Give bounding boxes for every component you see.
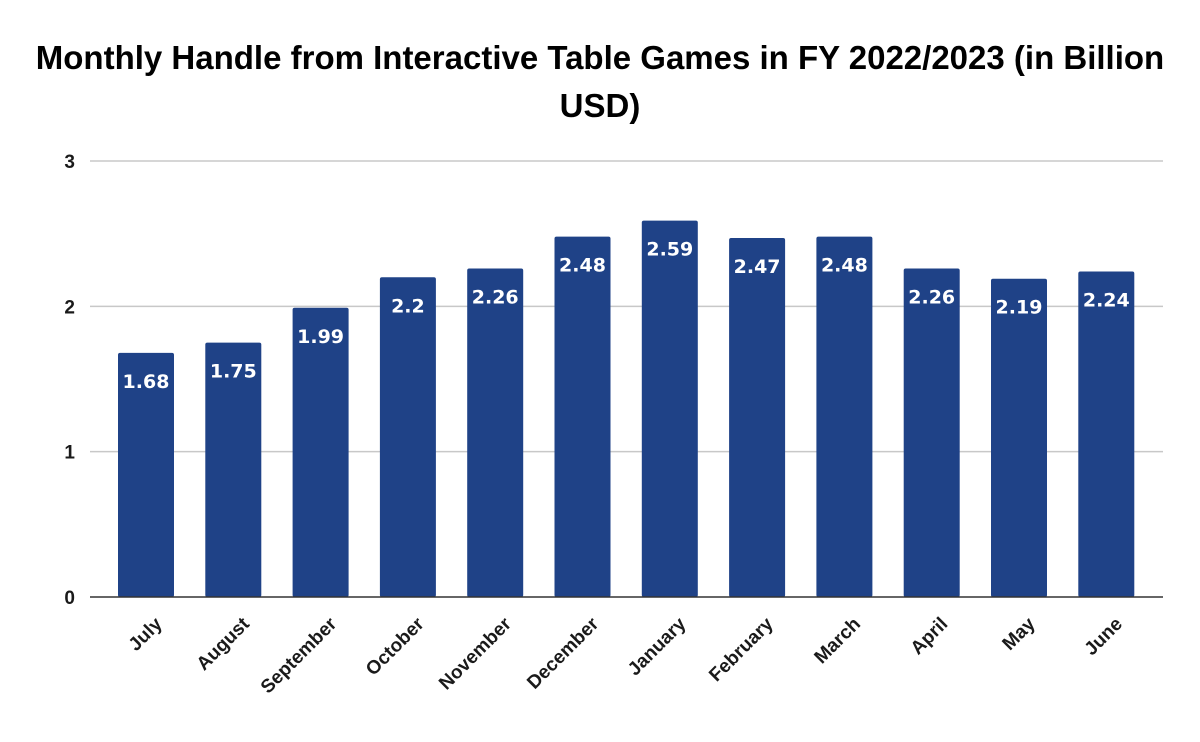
data-label: 2.26 — [908, 287, 955, 309]
bar-april — [903, 268, 960, 597]
y-tick-label: 0 — [64, 588, 75, 609]
x-tick-label: May — [999, 613, 1040, 654]
x-tick-label: March — [811, 614, 865, 668]
data-label: 2.59 — [646, 239, 693, 261]
x-tick-label: September — [257, 613, 342, 698]
bars — [118, 220, 1135, 597]
bar-december — [554, 236, 611, 597]
bar-march — [816, 236, 873, 597]
y-tick-label: 1 — [64, 443, 75, 464]
data-label: 1.75 — [210, 361, 257, 383]
data-label: 2.19 — [996, 297, 1043, 319]
y-tick-label: 2 — [64, 297, 75, 318]
data-label: 2.2 — [391, 295, 425, 317]
bar-october — [379, 277, 436, 597]
data-label: 2.26 — [472, 287, 519, 309]
data-label: 1.68 — [123, 371, 170, 393]
data-labels: 1.68 1.75 1.99 2.2 2.26 2.48 2.59 2.47 2.48 2.26 2… — [123, 239, 1130, 393]
bar-november — [467, 268, 524, 597]
bar-june — [1078, 271, 1135, 597]
data-label: 1.99 — [297, 326, 344, 348]
bar-february — [729, 238, 786, 597]
x-tick-label: August — [193, 613, 255, 675]
x-axis-ticks: July August September October November Decemb… — [125, 613, 1127, 698]
y-axis-ticks: 0 1 2 3 — [64, 152, 75, 609]
bar-may — [991, 278, 1047, 597]
y-tick-label: 3 — [64, 152, 75, 173]
bar-august — [205, 342, 262, 597]
x-tick-label: June — [1081, 614, 1127, 660]
data-label: 2.24 — [1083, 289, 1130, 311]
x-tick-label: November — [435, 613, 516, 694]
data-label: 2.48 — [821, 255, 868, 277]
bar-july — [118, 352, 174, 597]
x-tick-label: July — [125, 613, 167, 655]
bar-january — [641, 220, 698, 597]
data-label: 2.48 — [559, 255, 606, 277]
data-label: 2.47 — [734, 256, 781, 278]
x-tick-label: December — [523, 613, 603, 693]
x-tick-label: October — [362, 613, 429, 680]
chart-title: Monthly Handle from Interactive Table Ga… — [35, 39, 1165, 124]
x-tick-label: April — [907, 614, 952, 659]
x-tick-label: February — [705, 613, 778, 686]
bar-september — [292, 307, 349, 597]
x-tick-label: January — [624, 613, 691, 680]
gridlines — [90, 160, 1163, 453]
